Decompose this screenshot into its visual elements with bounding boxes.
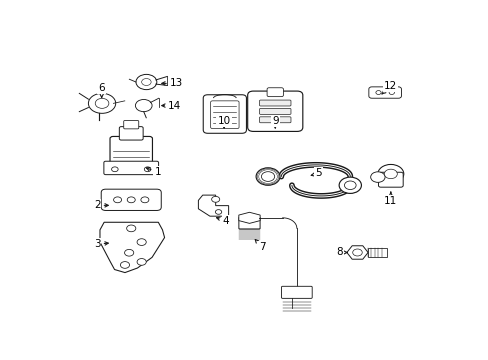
Text: 14: 14 bbox=[162, 100, 181, 111]
Circle shape bbox=[144, 167, 151, 172]
Circle shape bbox=[375, 91, 380, 94]
Circle shape bbox=[88, 93, 116, 113]
FancyBboxPatch shape bbox=[123, 121, 139, 129]
Circle shape bbox=[384, 169, 397, 179]
Circle shape bbox=[113, 197, 122, 203]
Circle shape bbox=[135, 99, 152, 112]
FancyBboxPatch shape bbox=[378, 172, 403, 187]
FancyBboxPatch shape bbox=[210, 101, 239, 129]
Circle shape bbox=[211, 196, 219, 202]
Polygon shape bbox=[198, 195, 228, 216]
FancyBboxPatch shape bbox=[119, 127, 143, 140]
Circle shape bbox=[124, 249, 133, 256]
Text: 11: 11 bbox=[384, 192, 397, 206]
Circle shape bbox=[111, 167, 118, 172]
Polygon shape bbox=[238, 212, 260, 223]
FancyBboxPatch shape bbox=[203, 95, 246, 133]
Circle shape bbox=[388, 91, 394, 94]
FancyBboxPatch shape bbox=[103, 161, 158, 175]
Circle shape bbox=[137, 239, 146, 246]
FancyBboxPatch shape bbox=[259, 117, 290, 123]
Circle shape bbox=[377, 165, 403, 183]
Text: 1: 1 bbox=[146, 167, 161, 177]
Circle shape bbox=[95, 98, 109, 108]
Text: 6: 6 bbox=[98, 82, 105, 98]
FancyBboxPatch shape bbox=[247, 91, 302, 131]
FancyBboxPatch shape bbox=[259, 100, 290, 106]
FancyBboxPatch shape bbox=[110, 136, 152, 165]
Text: 8: 8 bbox=[336, 247, 346, 257]
Circle shape bbox=[370, 172, 384, 183]
FancyBboxPatch shape bbox=[281, 286, 311, 298]
Circle shape bbox=[256, 168, 280, 185]
Text: 2: 2 bbox=[94, 201, 108, 210]
Text: 3: 3 bbox=[94, 239, 108, 249]
Polygon shape bbox=[100, 222, 164, 273]
Text: 5: 5 bbox=[310, 168, 322, 179]
Circle shape bbox=[215, 210, 221, 214]
Text: 13: 13 bbox=[162, 78, 183, 89]
Circle shape bbox=[127, 197, 135, 203]
FancyBboxPatch shape bbox=[238, 217, 260, 229]
FancyBboxPatch shape bbox=[367, 248, 386, 257]
Circle shape bbox=[136, 75, 157, 90]
Polygon shape bbox=[346, 246, 367, 259]
Circle shape bbox=[352, 249, 362, 256]
Circle shape bbox=[344, 181, 355, 189]
Circle shape bbox=[141, 197, 148, 203]
Text: 12: 12 bbox=[381, 81, 397, 94]
FancyBboxPatch shape bbox=[259, 108, 290, 114]
Circle shape bbox=[339, 177, 361, 193]
Circle shape bbox=[120, 262, 129, 268]
Text: 9: 9 bbox=[271, 116, 278, 128]
FancyBboxPatch shape bbox=[368, 87, 401, 98]
Circle shape bbox=[261, 172, 274, 181]
FancyBboxPatch shape bbox=[101, 189, 161, 211]
FancyBboxPatch shape bbox=[266, 88, 283, 96]
Circle shape bbox=[142, 78, 151, 85]
Text: 10: 10 bbox=[217, 116, 230, 128]
Circle shape bbox=[137, 258, 146, 265]
Text: 4: 4 bbox=[216, 216, 229, 226]
Text: 7: 7 bbox=[255, 239, 265, 252]
Circle shape bbox=[126, 225, 136, 232]
